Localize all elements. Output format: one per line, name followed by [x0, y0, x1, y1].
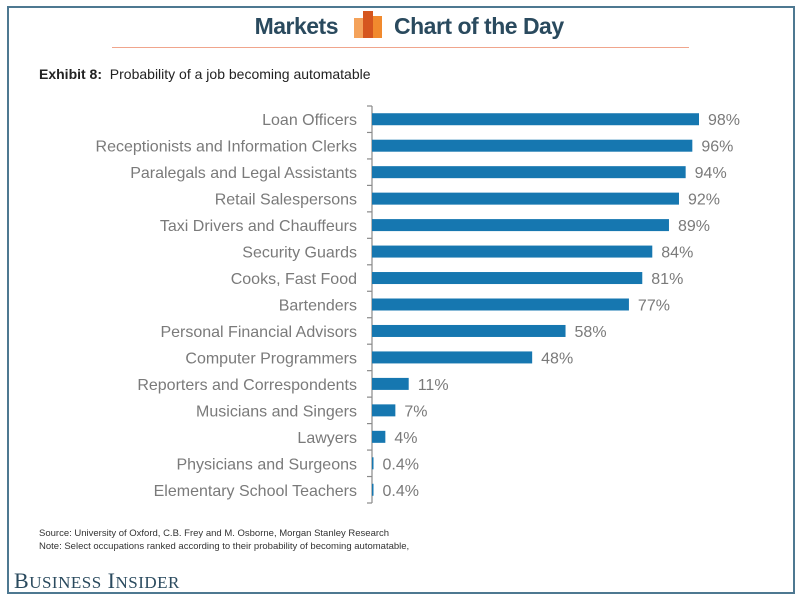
data-label: 96%: [701, 139, 733, 156]
bar: [372, 113, 699, 126]
category-label: Taxi Drivers and Chauffeurs: [160, 218, 357, 235]
header: Markets Chart of the Day: [0, 0, 800, 50]
data-label: 0.4%: [383, 483, 419, 500]
category-label: Elementary School Teachers: [154, 483, 357, 500]
category-label: Cooks, Fast Food: [231, 271, 357, 288]
bar: [372, 219, 669, 232]
brand-markets: Markets: [254, 13, 339, 39]
bi-initial-i: I: [107, 568, 116, 593]
category-label: Physicians and Surgeons: [176, 456, 357, 473]
category-label: Security Guards: [242, 245, 357, 262]
brand-chart-of-the-day: Chart of the Day: [394, 13, 564, 39]
category-label: Personal Financial Advisors: [160, 324, 357, 341]
bar: [372, 139, 693, 152]
bar: [372, 377, 409, 390]
data-label: 4%: [394, 430, 417, 447]
data-label: 48%: [541, 350, 573, 367]
bi-initial-b: B: [14, 568, 30, 593]
bar: [372, 404, 396, 417]
category-label: Loan Officers: [262, 112, 357, 129]
data-label: 92%: [688, 192, 720, 209]
source-note: Source: University of Oxford, C.B. Frey …: [39, 528, 390, 539]
bar: [372, 272, 643, 285]
logo-bar-left: [354, 18, 364, 38]
data-label: 81%: [651, 271, 683, 288]
data-label: 11%: [418, 377, 449, 394]
category-label: Reporters and Correspondents: [137, 377, 357, 394]
data-label: 98%: [708, 112, 740, 129]
data-label: 89%: [678, 218, 710, 235]
bar: [372, 430, 386, 443]
bar: [372, 351, 533, 364]
data-label: 77%: [638, 298, 670, 315]
bar: [372, 166, 686, 179]
category-label: Computer Programmers: [185, 350, 357, 367]
business-insider-logo: BUSINESS INSIDER: [14, 568, 180, 594]
data-label: 84%: [661, 245, 693, 262]
bi-nsider: NSIDER: [115, 573, 180, 592]
bar: [372, 483, 374, 496]
bar: [372, 245, 653, 258]
header-divider: [112, 47, 689, 48]
category-label: Retail Salespersons: [215, 192, 357, 209]
category-label: Receptionists and Information Clerks: [96, 139, 357, 156]
category-label: Bartenders: [279, 298, 357, 315]
chart-frame: [7, 6, 795, 594]
bar-chart-logo-icon: [354, 11, 382, 38]
category-label: Musicians and Singers: [196, 403, 357, 420]
data-label: 94%: [695, 165, 727, 182]
bar: [372, 192, 679, 205]
exhibit-title: Exhibit 8: Probability of a job becoming…: [39, 66, 371, 82]
bar: [372, 324, 566, 337]
bar: [372, 457, 374, 470]
data-label: 58%: [575, 324, 607, 341]
data-label: 0.4%: [383, 456, 419, 473]
logo-bar-middle: [363, 11, 373, 38]
bi-usiness: USINESS: [29, 573, 102, 592]
exhibit-text: Probability of a job becoming automatabl…: [109, 66, 371, 82]
exhibit-label: Exhibit 8:: [39, 66, 103, 82]
category-label: Paralegals and Legal Assistants: [130, 165, 357, 182]
bar: [372, 298, 629, 311]
selection-note: Note: Select occupations ranked accordin…: [39, 541, 410, 552]
category-label: Lawyers: [297, 430, 357, 447]
logo-bar-right: [371, 16, 382, 38]
data-label: 7%: [404, 403, 427, 420]
